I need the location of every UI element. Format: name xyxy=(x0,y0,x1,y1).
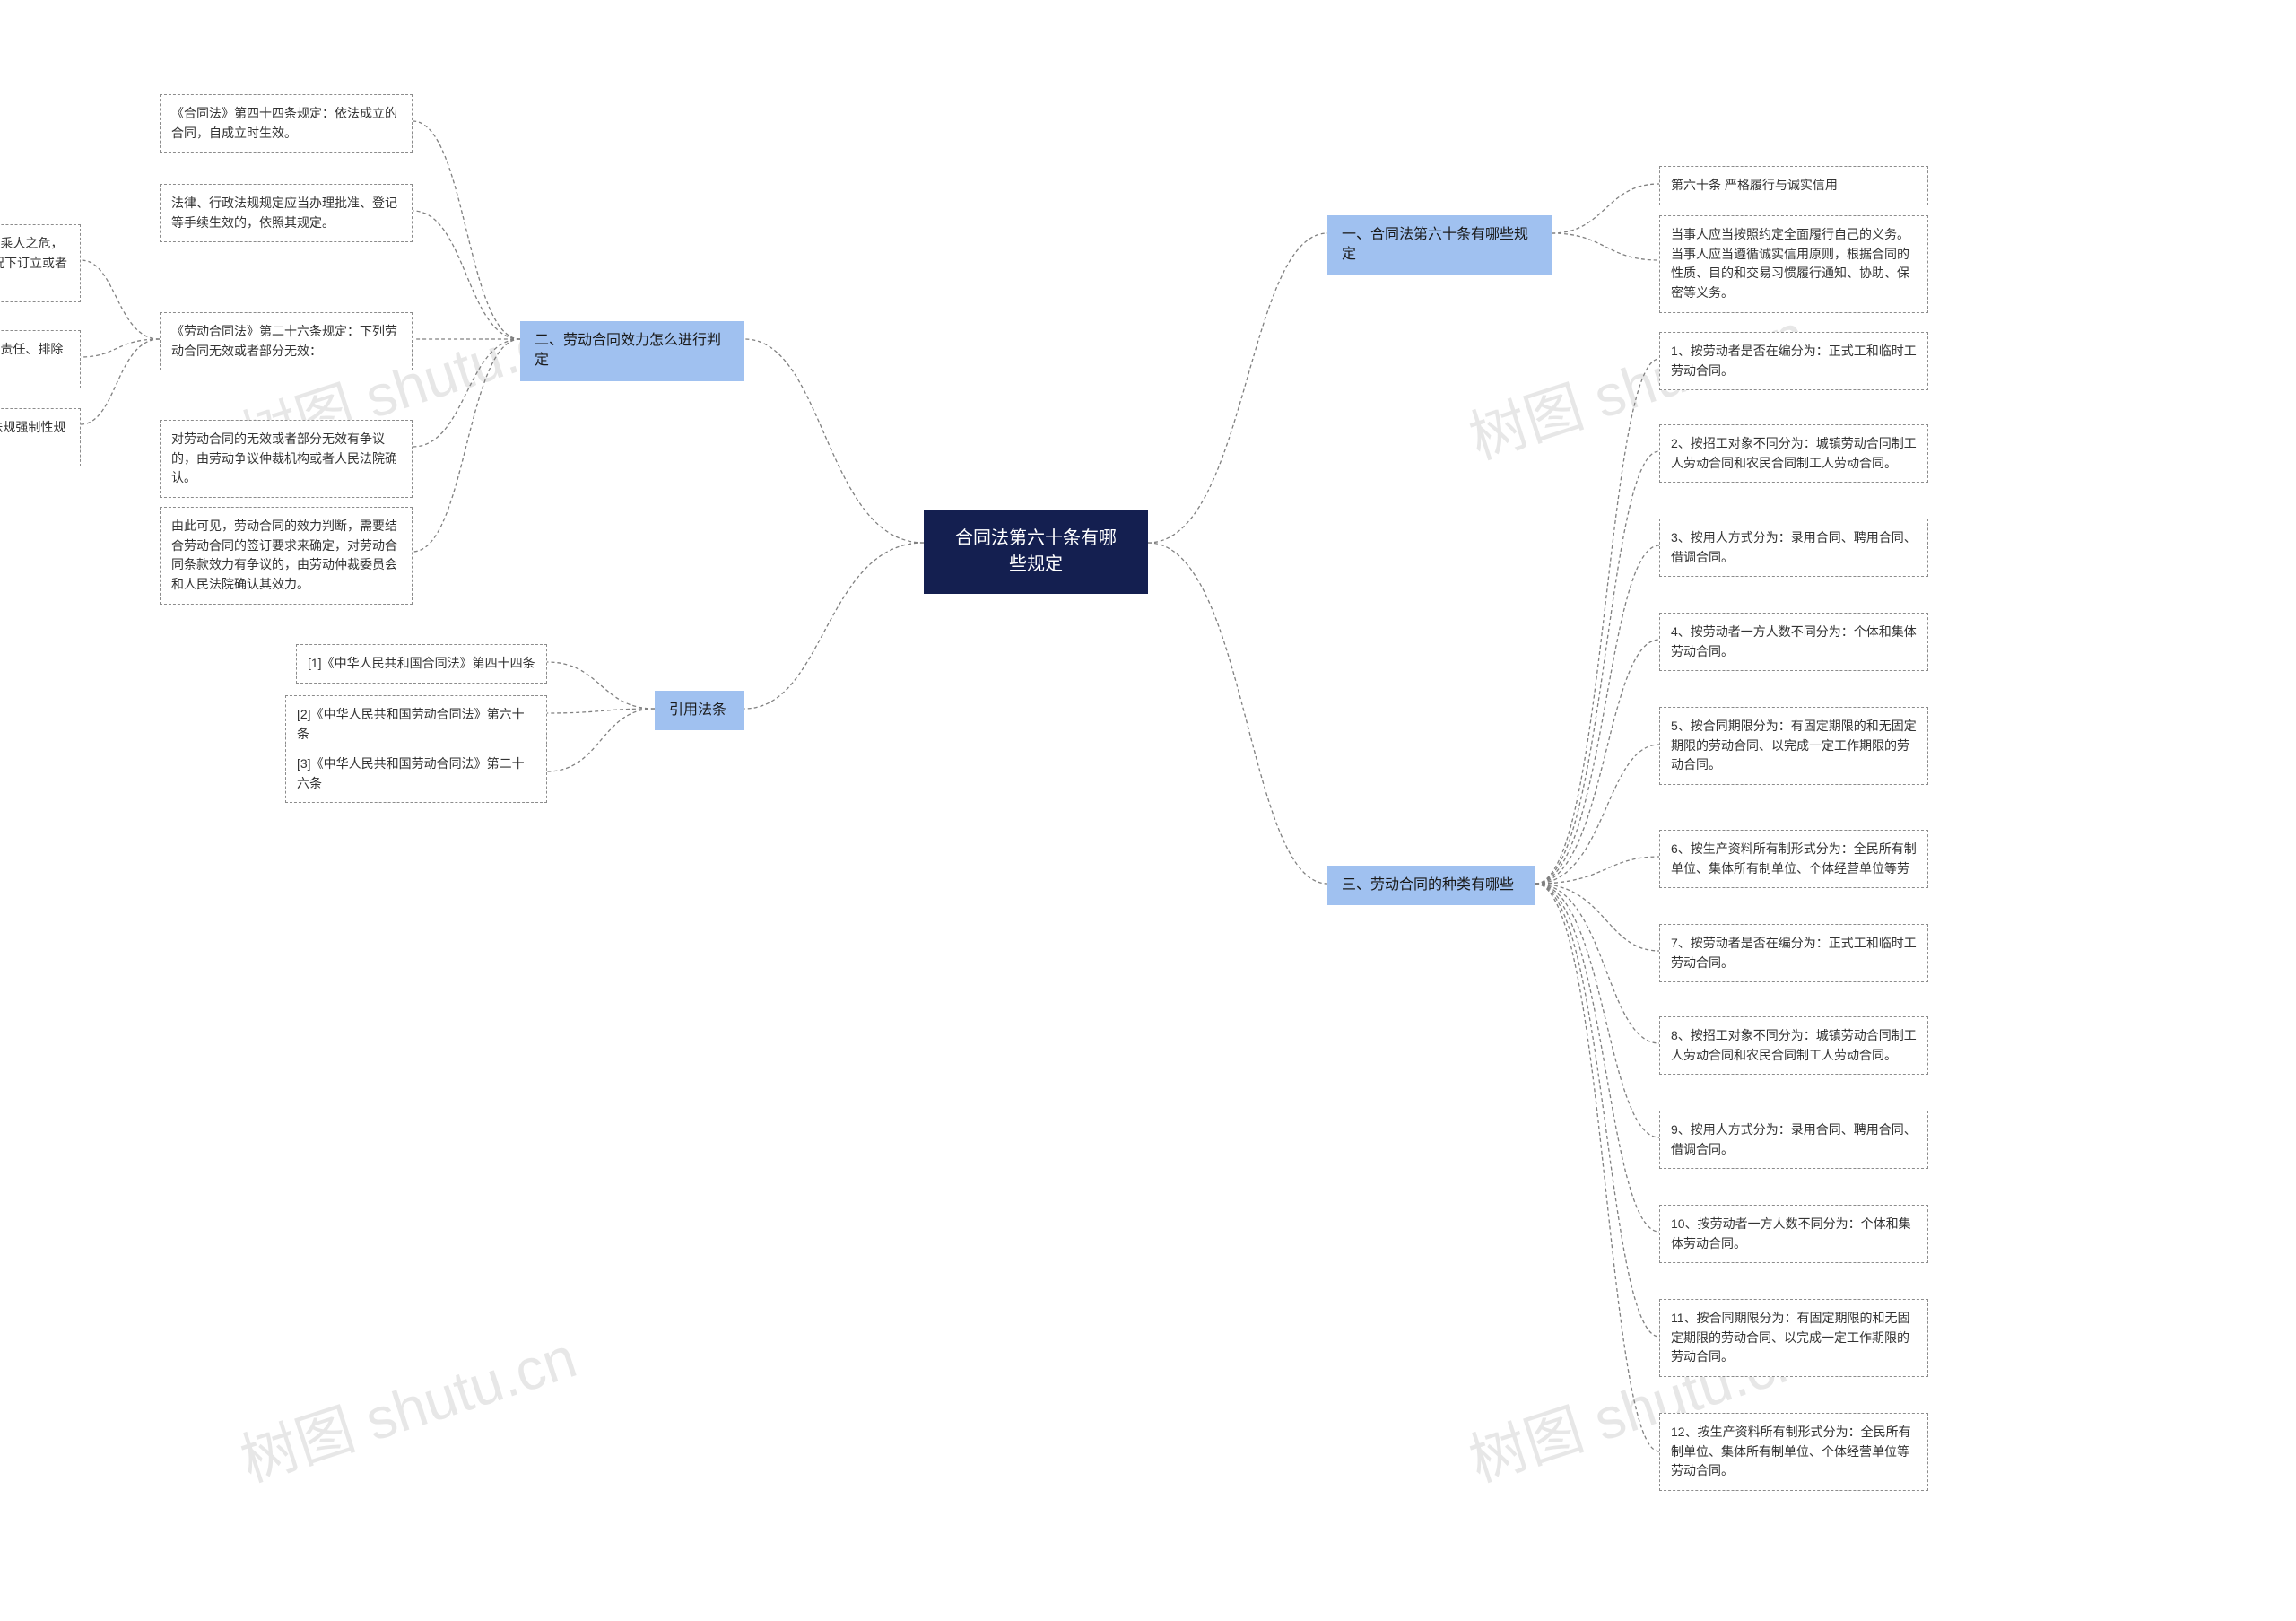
leaf-text: 10、按劳动者一方人数不同分为：个体和集体劳动合同。 xyxy=(1671,1216,1911,1251)
leaf-node: [3]《中华人民共和国劳动合同法》第二十六条 xyxy=(285,745,547,803)
leaf-node: 8、按招工对象不同分为：城镇劳动合同制工人劳动合同和农民合同制工人劳动合同。 xyxy=(1659,1016,1928,1075)
leaf-text: 2、按招工对象不同分为：城镇劳动合同制工人劳动合同和农民合同制工人劳动合同。 xyxy=(1671,436,1917,470)
leaf-node: 10、按劳动者一方人数不同分为：个体和集体劳动合同。 xyxy=(1659,1205,1928,1263)
leaf-text: 7、按劳动者是否在编分为：正式工和临时工劳动合同。 xyxy=(1671,936,1917,970)
leaf-text: 当事人应当按照约定全面履行自己的义务。当事人应当遵循诚实信用原则，根据合同的性质… xyxy=(1671,227,1909,300)
leaf-node: 3、按用人方式分为：录用合同、聘用合同、借调合同。 xyxy=(1659,519,1928,577)
watermark: 树图 shutu.cn xyxy=(229,1312,585,1497)
leaf-text: [2]《中华人民共和国劳动合同法》第六十条 xyxy=(297,707,525,741)
leaf-node: 《合同法》第四十四条规定：依法成立的合同，自成立时生效。 xyxy=(160,94,413,153)
branch-right-2: 三、劳动合同的种类有哪些 xyxy=(1327,866,1535,905)
leaf-text: 由此可见，劳动合同的效力判断，需要结合劳动合同的签订要求来确定，对劳动合同条款效… xyxy=(171,519,397,591)
leaf-text: 3、按用人方式分为：录用合同、聘用合同、借调合同。 xyxy=(1671,530,1917,564)
leaf-text: 对劳动合同的无效或者部分无效有争议的，由劳动争议仲裁机构或者人民法院确认。 xyxy=(171,431,397,484)
branch-label: 二、劳动合同效力怎么进行判定 xyxy=(535,333,721,368)
leaf-text: [1]《中华人民共和国合同法》第四十四条 xyxy=(308,656,535,670)
leaf-text: (二)用人单位免除自己的法定责任、排除劳动者权利的； xyxy=(0,342,63,376)
leaf-node: 法律、行政法规规定应当办理批准、登记等手续生效的，依照其规定。 xyxy=(160,184,413,242)
leaf-text: 5、按合同期限分为：有固定期限的和无固定期限的劳动合同、以完成一定工作期限的劳动… xyxy=(1671,719,1917,771)
leaf-text: 9、按用人方式分为：录用合同、聘用合同、借调合同。 xyxy=(1671,1122,1917,1156)
leaf-node: (一)以欺诈、胁迫的手段或者乘人之危，使对方在违背真实意思的情况下订立或者变更劳… xyxy=(0,224,81,302)
branch-left-1: 二、劳动合同效力怎么进行判定 xyxy=(520,321,744,381)
root-label: 合同法第六十条有哪些规定 xyxy=(955,528,1117,574)
leaf-node: 11、按合同期限分为：有固定期限的和无固定期限的劳动合同、以完成一定工作期限的劳… xyxy=(1659,1299,1928,1377)
leaf-text: 4、按劳动者一方人数不同分为：个体和集体劳动合同。 xyxy=(1671,624,1917,658)
leaf-text: 1、按劳动者是否在编分为：正式工和临时工劳动合同。 xyxy=(1671,344,1917,378)
leaf-node: 第六十条 严格履行与诚实信用 xyxy=(1659,166,1928,205)
leaf-text: [3]《中华人民共和国劳动合同法》第二十六条 xyxy=(297,756,525,790)
leaf-text: 《劳动合同法》第二十六条规定：下列劳动合同无效或者部分无效： xyxy=(171,324,397,358)
leaf-text: 第六十条 严格履行与诚实信用 xyxy=(1671,178,1838,192)
leaf-node: 7、按劳动者是否在编分为：正式工和临时工劳动合同。 xyxy=(1659,924,1928,982)
leaf-text: 6、按生产资料所有制形式分为：全民所有制单位、集体所有制单位、个体经营单位等劳 xyxy=(1671,841,1917,876)
leaf-node: [1]《中华人民共和国合同法》第四十四条 xyxy=(296,644,547,684)
leaf-node: 当事人应当按照约定全面履行自己的义务。当事人应当遵循诚实信用原则，根据合同的性质… xyxy=(1659,215,1928,313)
leaf-node: 6、按生产资料所有制形式分为：全民所有制单位、集体所有制单位、个体经营单位等劳 xyxy=(1659,830,1928,888)
branch-label: 三、劳动合同的种类有哪些 xyxy=(1342,877,1514,893)
leaf-node: 对劳动合同的无效或者部分无效有争议的，由劳动争议仲裁机构或者人民法院确认。 xyxy=(160,420,413,498)
branch-label: 引用法条 xyxy=(669,702,726,718)
leaf-text: 《合同法》第四十四条规定：依法成立的合同，自成立时生效。 xyxy=(171,106,397,140)
leaf-node: 12、按生产资料所有制形式分为：全民所有制单位、集体所有制单位、个体经营单位等劳… xyxy=(1659,1413,1928,1491)
leaf-text: 11、按合同期限分为：有固定期限的和无固定期限的劳动合同、以完成一定工作期限的劳… xyxy=(1671,1311,1910,1364)
leaf-node: (三)违反法律、行政法规强制性规定的。 xyxy=(0,408,81,466)
leaf-text: 8、按招工对象不同分为：城镇劳动合同制工人劳动合同和农民合同制工人劳动合同。 xyxy=(1671,1028,1917,1062)
branch-label: 一、合同法第六十条有哪些规定 xyxy=(1342,227,1528,262)
branch-left-2: 引用法条 xyxy=(655,691,744,730)
leaf-text: 12、按生产资料所有制形式分为：全民所有制单位、集体所有制单位、个体经营单位等劳… xyxy=(1671,1425,1911,1477)
leaf-text: (三)违反法律、行政法规强制性规定的。 xyxy=(0,420,65,454)
leaf-node: 5、按合同期限分为：有固定期限的和无固定期限的劳动合同、以完成一定工作期限的劳动… xyxy=(1659,707,1928,785)
connector-layer xyxy=(0,0,2296,1621)
leaf-text: 法律、行政法规规定应当办理批准、登记等手续生效的，依照其规定。 xyxy=(171,196,397,230)
leaf-node: 《劳动合同法》第二十六条规定：下列劳动合同无效或者部分无效： xyxy=(160,312,413,370)
leaf-node: 2、按招工对象不同分为：城镇劳动合同制工人劳动合同和农民合同制工人劳动合同。 xyxy=(1659,424,1928,483)
leaf-node: (二)用人单位免除自己的法定责任、排除劳动者权利的； xyxy=(0,330,81,388)
branch-right-1: 一、合同法第六十条有哪些规定 xyxy=(1327,215,1552,275)
root-node: 合同法第六十条有哪些规定 xyxy=(924,510,1148,594)
leaf-node: 1、按劳动者是否在编分为：正式工和临时工劳动合同。 xyxy=(1659,332,1928,390)
leaf-node: 9、按用人方式分为：录用合同、聘用合同、借调合同。 xyxy=(1659,1111,1928,1169)
leaf-text: (一)以欺诈、胁迫的手段或者乘人之危，使对方在违背真实意思的情况下订立或者变更劳… xyxy=(0,236,67,289)
leaf-node: 由此可见，劳动合同的效力判断，需要结合劳动合同的签订要求来确定，对劳动合同条款效… xyxy=(160,507,413,605)
leaf-node: 4、按劳动者一方人数不同分为：个体和集体劳动合同。 xyxy=(1659,613,1928,671)
